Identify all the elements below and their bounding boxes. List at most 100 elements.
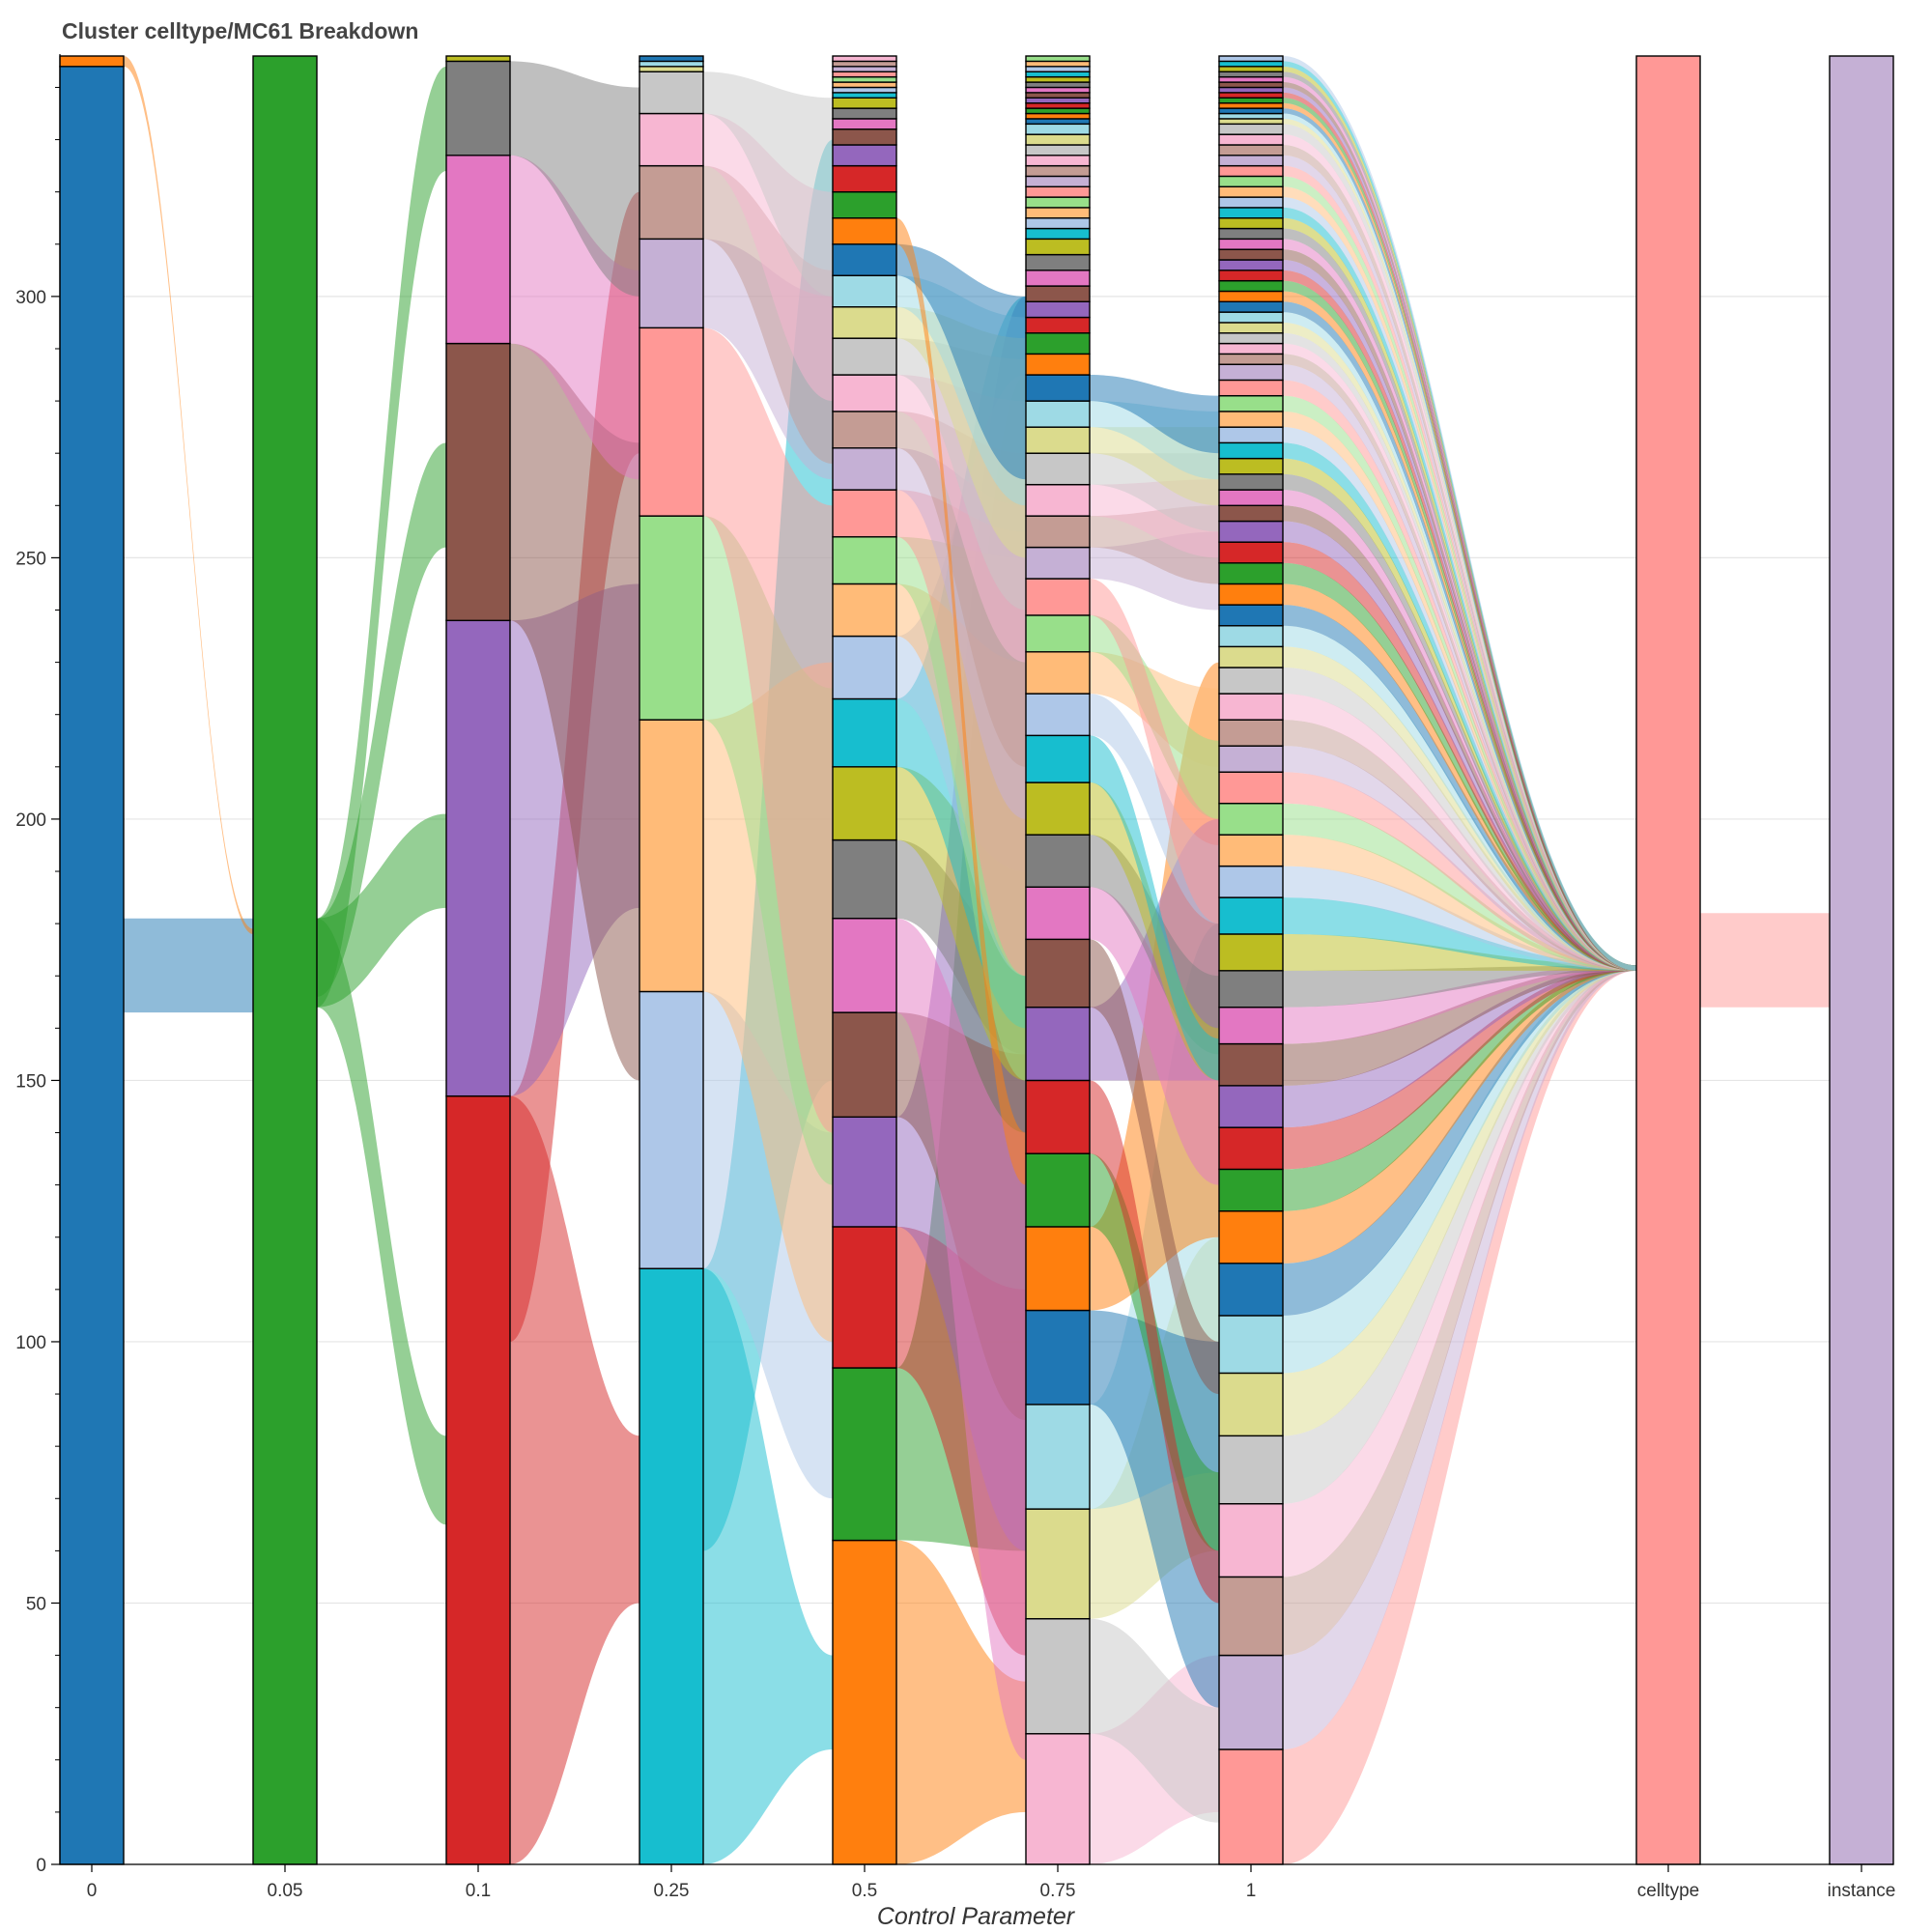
cluster-segment xyxy=(1025,207,1091,219)
cluster-segment xyxy=(1218,97,1284,104)
cluster-segment xyxy=(832,243,897,276)
x-tick-label: 0.25 xyxy=(654,1881,690,1901)
cluster-segment xyxy=(1218,379,1284,397)
cluster-segment xyxy=(1025,66,1091,72)
cluster-segment xyxy=(1218,60,1284,68)
cluster-segment xyxy=(1218,322,1284,334)
cluster-segment xyxy=(1218,311,1284,324)
flow-ribbon xyxy=(1283,155,1636,971)
cluster-segment xyxy=(1218,865,1284,898)
cluster-segment xyxy=(1635,55,1701,1865)
x-axis-label: Control Parameter xyxy=(877,1903,1076,1930)
flow-ribbon xyxy=(1283,965,1636,1577)
cluster-segment xyxy=(1218,217,1284,230)
flow-ribbon xyxy=(1090,735,1219,1081)
flow-ribbon xyxy=(703,71,833,297)
cluster-segment xyxy=(832,1011,897,1119)
cluster-segment xyxy=(1218,1502,1284,1578)
flow-ribbon xyxy=(1283,291,1636,971)
cluster-segment xyxy=(639,515,704,721)
column-0.75 xyxy=(1025,55,1091,1865)
cluster-segment xyxy=(1218,802,1284,836)
flow-ribbon xyxy=(1283,239,1636,971)
flow-ribbon xyxy=(1283,144,1636,971)
cluster-segment xyxy=(1218,300,1284,313)
cluster-segment xyxy=(1218,164,1284,178)
cluster-segment xyxy=(832,86,897,94)
cluster-segment xyxy=(639,238,704,329)
flow-ribbon xyxy=(1283,965,1636,1008)
y-tick-label: 150 xyxy=(15,1071,46,1092)
flow-ribbon xyxy=(896,217,1026,1185)
cluster-segment xyxy=(1218,1006,1284,1045)
cluster-segment xyxy=(1025,253,1091,271)
cluster-segment xyxy=(1025,1006,1091,1082)
column-celltype xyxy=(1635,55,1701,1865)
cluster-segment xyxy=(1218,604,1284,627)
flow-ribbon xyxy=(1283,965,1636,1436)
cluster-segment xyxy=(639,71,704,115)
cluster-segment xyxy=(832,1226,897,1369)
cluster-segment xyxy=(1025,886,1091,941)
cluster-segment xyxy=(59,66,125,1865)
flow-ribbon xyxy=(1283,965,1636,1170)
flow-ribbon xyxy=(317,918,446,1525)
cluster-segment xyxy=(1218,771,1284,805)
cluster-segment xyxy=(1218,441,1284,460)
cluster-segment xyxy=(1025,1733,1091,1865)
y-tick-label: 0 xyxy=(36,1856,46,1876)
cluster-segment xyxy=(1218,1372,1284,1437)
flow-ribbon xyxy=(1283,965,1636,1316)
cluster-segment xyxy=(1025,1079,1091,1154)
cluster-segment xyxy=(1025,1152,1091,1228)
cluster-segment xyxy=(1025,60,1091,68)
cluster-segment xyxy=(1025,155,1091,167)
column-1 xyxy=(1218,55,1284,1865)
cluster-segment xyxy=(1025,217,1091,230)
cluster-segment xyxy=(1218,625,1284,648)
column-0.05 xyxy=(252,55,318,1865)
cluster-segment xyxy=(1025,285,1091,302)
flow-ribbon xyxy=(510,1095,639,1864)
cluster-segment xyxy=(1218,185,1284,198)
cluster-segment xyxy=(445,619,511,1097)
cluster-segment xyxy=(1025,332,1091,355)
cluster-segment xyxy=(1829,55,1894,1865)
cluster-segment xyxy=(1218,1748,1284,1865)
cluster-segment xyxy=(1218,520,1284,543)
flow-ribbon xyxy=(1283,270,1636,971)
flow-ribbon xyxy=(510,61,639,297)
cluster-segment xyxy=(1025,1508,1091,1620)
flow-ribbon xyxy=(703,165,833,465)
cluster-segment xyxy=(1218,81,1284,89)
cluster-segment xyxy=(832,411,897,449)
y-tick-label: 250 xyxy=(15,549,46,569)
flow-ribbon xyxy=(510,155,639,480)
cluster-segment xyxy=(1025,1226,1091,1312)
cluster-segment xyxy=(832,918,897,1013)
cluster-segment xyxy=(832,144,897,167)
x-tick-label: 0.75 xyxy=(1040,1881,1076,1901)
flow-ribbon xyxy=(317,66,446,1008)
cluster-segment xyxy=(1218,1209,1284,1264)
cluster-segment xyxy=(1218,834,1284,867)
cluster-segment xyxy=(1218,933,1284,972)
y-tick-label: 100 xyxy=(15,1333,46,1353)
cluster-segment xyxy=(832,190,897,219)
cluster-segment xyxy=(1218,645,1284,668)
y-tick-label: 300 xyxy=(15,288,46,308)
flow-ribbon xyxy=(703,327,833,1133)
flow-ribbon xyxy=(124,56,253,934)
cluster-segment xyxy=(1025,133,1091,146)
cluster-segment xyxy=(1218,582,1284,606)
cluster-segment xyxy=(1218,332,1284,345)
cluster-segment xyxy=(1218,1168,1284,1212)
cluster-segment xyxy=(1218,411,1284,428)
flow-ribbon xyxy=(896,1540,1026,1864)
cluster-segment xyxy=(1218,1435,1284,1505)
x-tick-label: 0.05 xyxy=(268,1881,303,1901)
cluster-segment xyxy=(1218,1315,1284,1375)
column-0.1 xyxy=(445,55,511,1865)
cluster-segment xyxy=(1025,101,1091,109)
cluster-segment xyxy=(1025,834,1091,888)
